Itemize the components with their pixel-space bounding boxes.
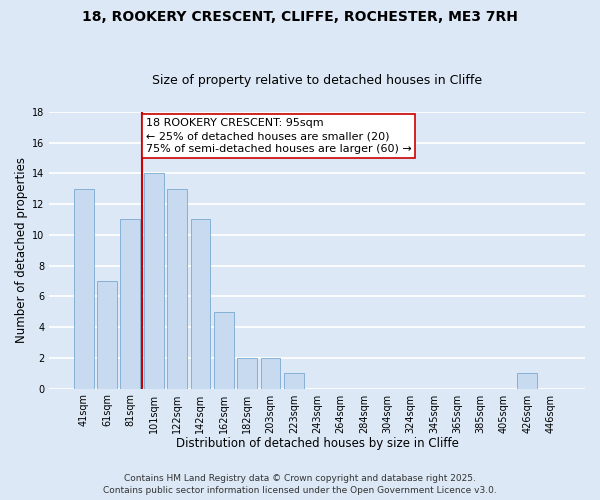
Bar — [237, 358, 257, 388]
Text: 18 ROOKERY CRESCENT: 95sqm
← 25% of detached houses are smaller (20)
75% of semi: 18 ROOKERY CRESCENT: 95sqm ← 25% of deta… — [146, 118, 412, 154]
Bar — [284, 373, 304, 388]
Bar — [191, 220, 211, 388]
Y-axis label: Number of detached properties: Number of detached properties — [15, 157, 28, 343]
Bar — [97, 281, 117, 388]
Title: Size of property relative to detached houses in Cliffe: Size of property relative to detached ho… — [152, 74, 482, 87]
Text: 18, ROOKERY CRESCENT, CLIFFE, ROCHESTER, ME3 7RH: 18, ROOKERY CRESCENT, CLIFFE, ROCHESTER,… — [82, 10, 518, 24]
Bar — [214, 312, 234, 388]
Bar — [144, 174, 164, 388]
X-axis label: Distribution of detached houses by size in Cliffe: Distribution of detached houses by size … — [176, 437, 458, 450]
Bar — [260, 358, 280, 388]
Bar — [167, 188, 187, 388]
Bar — [517, 373, 538, 388]
Bar — [121, 220, 140, 388]
Text: Contains HM Land Registry data © Crown copyright and database right 2025.
Contai: Contains HM Land Registry data © Crown c… — [103, 474, 497, 495]
Bar — [74, 188, 94, 388]
